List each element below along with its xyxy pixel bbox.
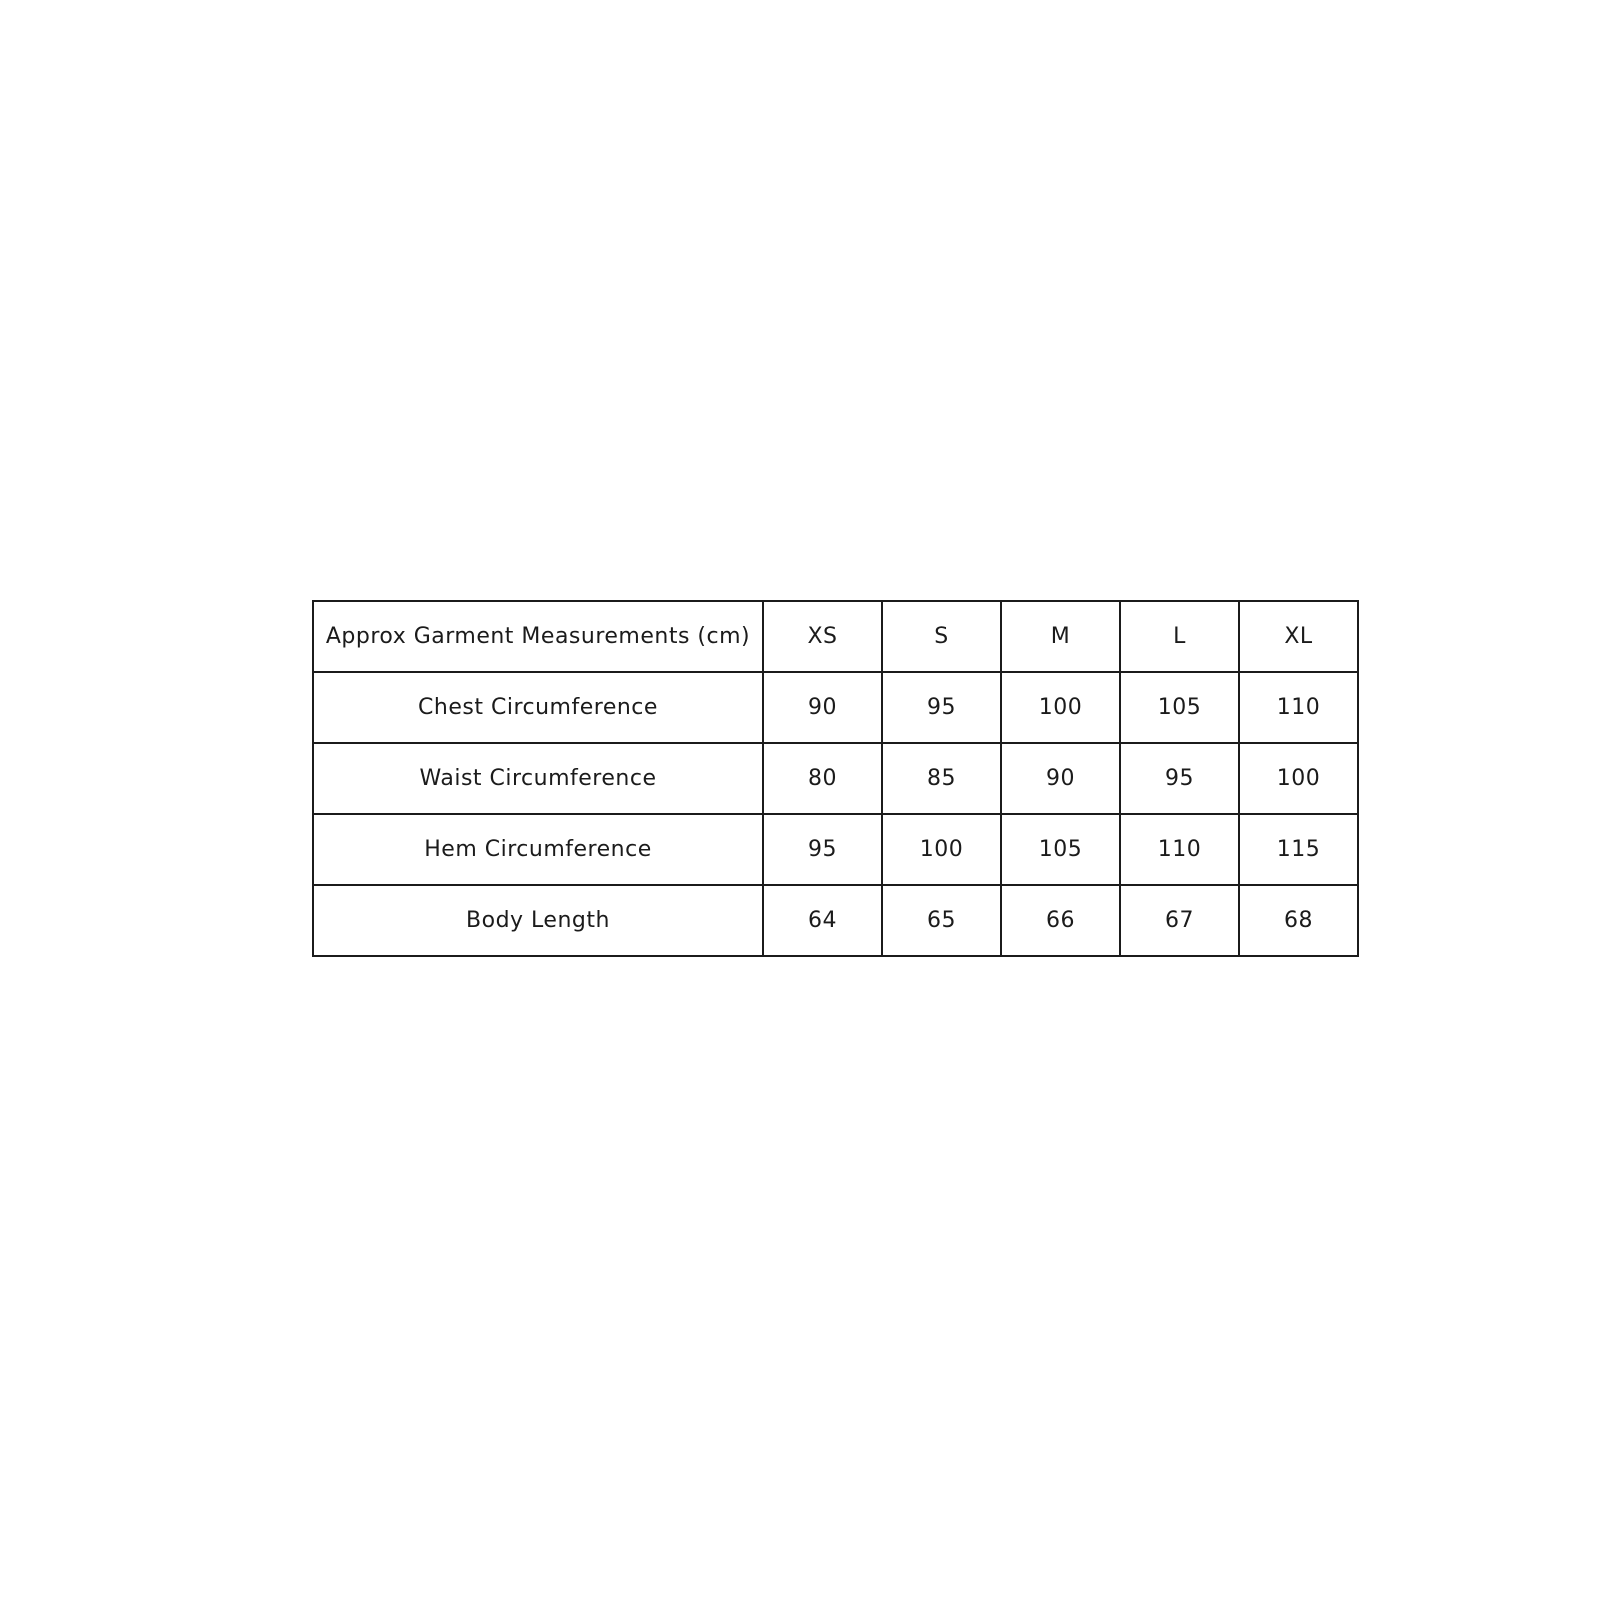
header-size-xs: XS [762,600,883,673]
header-size-m: M [1000,600,1121,673]
cell-chest-xl: 110 [1238,671,1359,744]
header-size-xl: XL [1238,600,1359,673]
cell-chest-s: 95 [881,671,1002,744]
cell-chest-m: 100 [1000,671,1121,744]
cell-waist-s: 85 [881,742,1002,815]
header-size-l: L [1119,600,1240,673]
header-measurements-title: Approx Garment Measurements (cm) [312,600,764,673]
table-row-body-length: Body Length 64 65 66 67 68 [312,884,1359,957]
row-label-body-length: Body Length [312,884,764,957]
cell-body-length-s: 65 [881,884,1002,957]
cell-hem-xs: 95 [762,813,883,886]
cell-chest-l: 105 [1119,671,1240,744]
row-label-hem: Hem Circumference [312,813,764,886]
size-chart-table: Approx Garment Measurements (cm) XS S M … [312,600,1359,957]
cell-chest-xs: 90 [762,671,883,744]
cell-hem-l: 110 [1119,813,1240,886]
cell-hem-xl: 115 [1238,813,1359,886]
cell-waist-m: 90 [1000,742,1121,815]
row-label-chest: Chest Circumference [312,671,764,744]
cell-waist-xs: 80 [762,742,883,815]
header-size-s: S [881,600,1002,673]
table-row-waist: Waist Circumference 80 85 90 95 100 [312,742,1359,815]
table-header-row: Approx Garment Measurements (cm) XS S M … [312,600,1359,673]
cell-hem-s: 100 [881,813,1002,886]
table-row-chest: Chest Circumference 90 95 100 105 110 [312,671,1359,744]
cell-body-length-xs: 64 [762,884,883,957]
cell-waist-xl: 100 [1238,742,1359,815]
cell-waist-l: 95 [1119,742,1240,815]
cell-body-length-xl: 68 [1238,884,1359,957]
row-label-waist: Waist Circumference [312,742,764,815]
table-row-hem: Hem Circumference 95 100 105 110 115 [312,813,1359,886]
cell-body-length-m: 66 [1000,884,1121,957]
cell-hem-m: 105 [1000,813,1121,886]
cell-body-length-l: 67 [1119,884,1240,957]
